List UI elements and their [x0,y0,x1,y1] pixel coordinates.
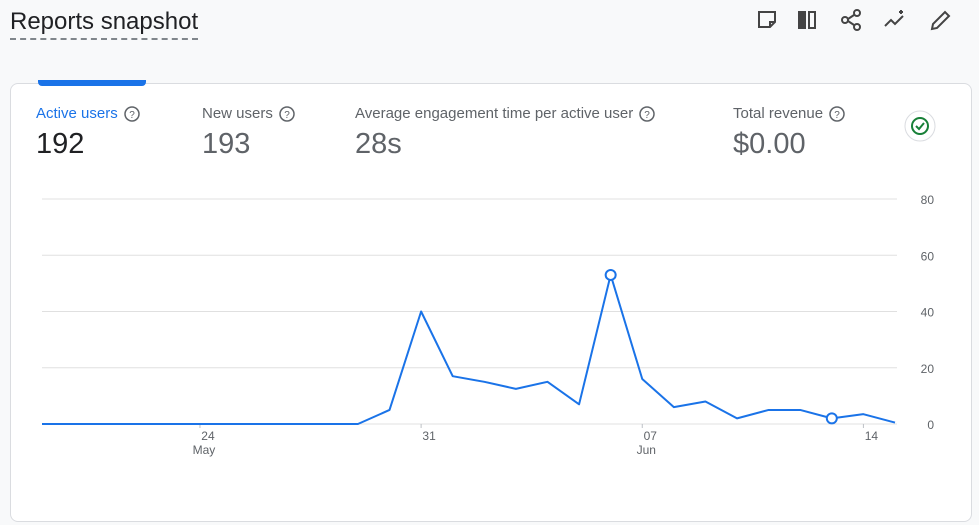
y-tick-label: 60 [921,249,935,263]
y-tick-label: 40 [921,306,935,320]
line [42,273,896,425]
y-tick-label: 20 [921,362,935,376]
x-tick-label: 24 [201,429,215,443]
insights-icon[interactable] [884,10,904,27]
help-icon[interactable]: ? [123,105,140,122]
x-tick-label: 14 [865,429,879,443]
svg-text:?: ? [284,110,290,121]
metric[interactable]: Average engagement time per active user?… [355,105,655,161]
point-marker [825,412,838,425]
share-icon[interactable] [841,9,861,31]
x-month-label: May [193,443,216,457]
edit-icon[interactable] [930,10,951,31]
compare-icon[interactable] [798,11,816,29]
x-tick-label: 07 [644,429,658,443]
status-icon[interactable] [904,110,936,142]
card [10,83,972,522]
metric-label: Total revenue [733,105,824,122]
metric[interactable]: Total revenue? $0.00 [733,105,845,161]
point-marker [604,268,617,281]
notes-icon[interactable] [758,11,776,28]
svg-text:?: ? [644,110,650,121]
svg-text:?: ? [834,110,840,121]
metric[interactable]: Active users? 192 [36,105,140,161]
metric[interactable]: New users? 193 [202,105,295,161]
x-tick-label: 31 [422,429,436,443]
y-tick-label: 0 [927,418,934,432]
y-tick-label: 80 [921,193,935,207]
metric-label: New users [202,105,273,122]
svg-text:?: ? [129,110,135,121]
metric-label: Average engagement time per active user [355,105,634,122]
x-month-label: Jun [637,443,656,457]
help-icon[interactable]: ? [829,105,845,122]
metric-value: $0.00 [733,128,806,160]
metric-value: 193 [202,128,251,160]
page-title: Reports snapshot [10,6,199,40]
toolbar [758,9,951,31]
help-icon[interactable]: ? [279,105,295,122]
metric-value: 192 [36,128,85,160]
metric-value: 28s [355,128,402,160]
active-tab [38,80,146,86]
metric-label: Active users [36,105,118,122]
help-icon[interactable]: ? [639,105,655,122]
